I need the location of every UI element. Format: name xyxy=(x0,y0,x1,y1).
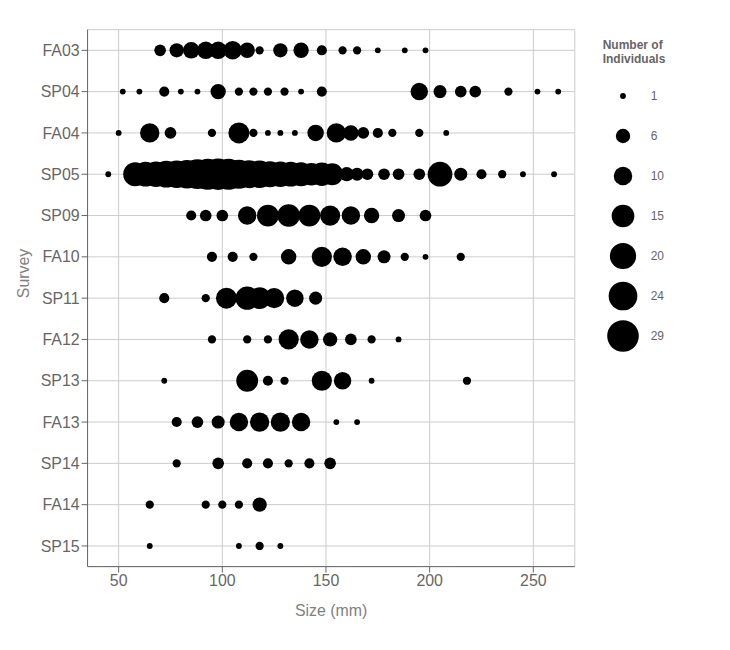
svg-text:SP04: SP04 xyxy=(41,83,80,100)
svg-text:SP11: SP11 xyxy=(42,290,80,307)
svg-text:Survey: Survey xyxy=(15,249,32,299)
svg-text:50: 50 xyxy=(110,572,128,589)
svg-text:SP09: SP09 xyxy=(41,207,80,224)
svg-text:SP05: SP05 xyxy=(41,166,80,183)
html-text:24: 24 xyxy=(650,289,664,303)
svg-text:250: 250 xyxy=(520,572,547,589)
html-text:15: 15 xyxy=(650,209,664,223)
svg-text:FA03: FA03 xyxy=(42,42,79,59)
html-text:Number of Individuals: Number of Individuals xyxy=(602,38,666,66)
svg-text:FA10: FA10 xyxy=(42,248,79,265)
svg-text:FA14: FA14 xyxy=(42,496,79,513)
html-text:6: 6 xyxy=(650,129,658,143)
svg-text:FA12: FA12 xyxy=(42,331,79,348)
svg-text:SP15: SP15 xyxy=(41,538,80,555)
svg-text:Size (mm): Size (mm) xyxy=(295,602,367,619)
svg-text:SP13: SP13 xyxy=(41,372,80,389)
html-text:20: 20 xyxy=(650,249,664,263)
svg-text:FA13: FA13 xyxy=(42,414,79,431)
html-text:10: 10 xyxy=(650,169,664,183)
svg-text:100: 100 xyxy=(209,572,236,589)
svg-text:150: 150 xyxy=(313,572,340,589)
html-text:29: 29 xyxy=(650,329,664,343)
svg-text:200: 200 xyxy=(416,572,443,589)
svg-text:SP14: SP14 xyxy=(41,455,80,472)
svg-text:FA04: FA04 xyxy=(42,125,79,142)
html-text:1: 1 xyxy=(650,89,658,103)
